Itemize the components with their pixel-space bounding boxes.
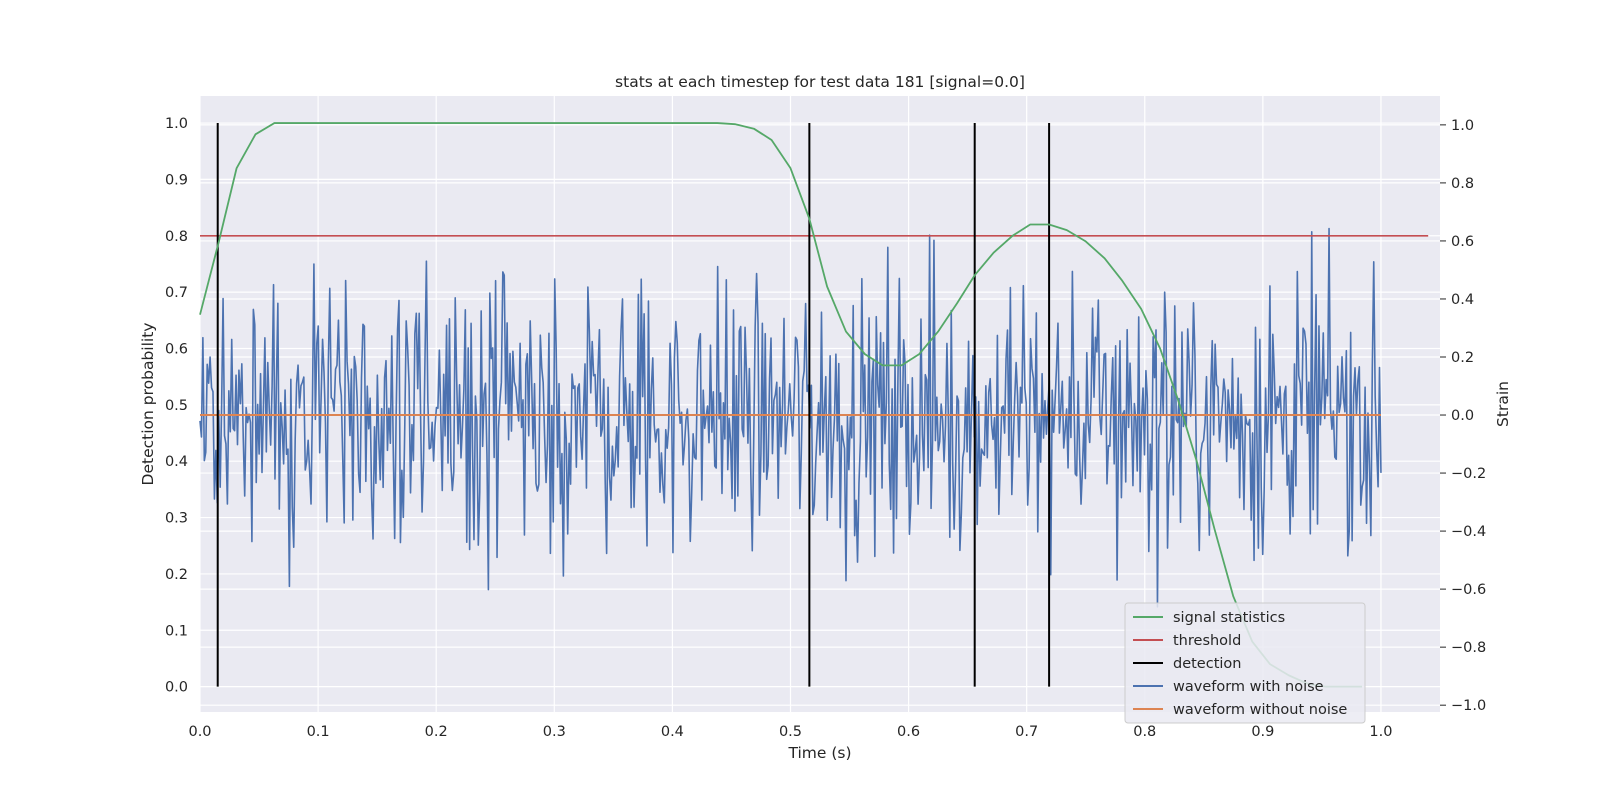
y2-tick-label: −0.8 bbox=[1451, 640, 1486, 656]
x-tick-label: 0.0 bbox=[188, 724, 211, 740]
legend-label-detection: detection bbox=[1173, 656, 1241, 672]
y2-tick-label: 0.0 bbox=[1451, 408, 1474, 424]
y-tick-label: 0.9 bbox=[165, 172, 188, 188]
x-tick-label: 0.7 bbox=[1015, 724, 1038, 740]
y2-tick-label: −0.6 bbox=[1451, 582, 1486, 598]
legend-label-waveform-without-noise: waveform without noise bbox=[1173, 702, 1347, 718]
legend-item-waveform-with-noise: waveform with noise bbox=[1133, 679, 1324, 695]
x-tick-label: 0.6 bbox=[897, 724, 920, 740]
y2-tick-label: −0.4 bbox=[1451, 524, 1486, 540]
series-signal-statistics bbox=[199, 122, 1363, 688]
x-tick-label: 0.2 bbox=[425, 724, 448, 740]
legend-box bbox=[1124, 602, 1366, 724]
legend-label-threshold: threshold bbox=[1173, 633, 1241, 649]
x-tick-label: 0.1 bbox=[307, 724, 330, 740]
y2-tick-label: 0.4 bbox=[1451, 292, 1474, 308]
y-tick-label: 0.2 bbox=[165, 567, 188, 583]
y2-tick-label: 0.8 bbox=[1451, 176, 1474, 192]
y2-tick-label: −0.2 bbox=[1451, 466, 1486, 482]
y-tick-label: 0.1 bbox=[165, 623, 188, 639]
y-tick-label: 0.3 bbox=[165, 511, 188, 527]
right-axis-ticks: −1.0 −0.8 −0.6 −0.4 −0.2 0.0 0.2 0.4 0.6 0.8 1.0 bbox=[1440, 118, 1486, 714]
legend-item-signal-statistics: signal statistics bbox=[1133, 610, 1285, 626]
y-tick-label: 0.7 bbox=[165, 285, 188, 301]
x-tick-label: 0.4 bbox=[661, 724, 684, 740]
y2-axis-label: Strain bbox=[1494, 381, 1512, 427]
x-tick-label: 0.9 bbox=[1251, 724, 1274, 740]
legend-item-detection: detection bbox=[1133, 656, 1241, 672]
legend-item-waveform-without-noise: waveform without noise bbox=[1133, 702, 1347, 718]
legend: signal statistics threshold detection wa… bbox=[1124, 602, 1366, 724]
y-tick-label: 0.6 bbox=[165, 341, 188, 357]
chart-title: stats at each timestep for test data 181… bbox=[615, 73, 1025, 91]
y-tick-label: 0.0 bbox=[165, 680, 188, 696]
legend-label-waveform-with-noise: waveform with noise bbox=[1173, 679, 1324, 695]
x-axis-ticks: 0.0 0.1 0.2 0.3 0.4 0.5 0.6 0.7 0.8 0.9 1.0 bbox=[188, 724, 1392, 740]
legend-item-threshold: threshold bbox=[1133, 633, 1241, 649]
y-tick-label: 0.4 bbox=[165, 454, 188, 470]
y-tick-label: 0.5 bbox=[165, 398, 188, 414]
y2-tick-label: 0.6 bbox=[1451, 234, 1474, 250]
x-axis-label: Time (s) bbox=[787, 744, 851, 762]
x-tick-label: 1.0 bbox=[1369, 724, 1392, 740]
y-tick-label: 0.8 bbox=[165, 229, 188, 245]
y2-tick-label: 0.2 bbox=[1451, 350, 1474, 366]
y-tick-label: 1.0 bbox=[165, 116, 188, 132]
y2-tick-label: 1.0 bbox=[1451, 118, 1474, 134]
y2-tick-label: −1.0 bbox=[1451, 698, 1486, 714]
x-tick-label: 0.3 bbox=[543, 724, 566, 740]
y-axis-label: Detection probability bbox=[139, 323, 157, 486]
left-axis-ticks: 0.0 0.1 0.2 0.3 0.4 0.5 0.6 0.7 0.8 0.9 1.0 bbox=[165, 116, 188, 696]
x-tick-label: 0.8 bbox=[1133, 724, 1156, 740]
x-tick-label: 0.5 bbox=[779, 724, 802, 740]
legend-label-signal-statistics: signal statistics bbox=[1173, 610, 1285, 626]
series-layer bbox=[199, 122, 1429, 688]
